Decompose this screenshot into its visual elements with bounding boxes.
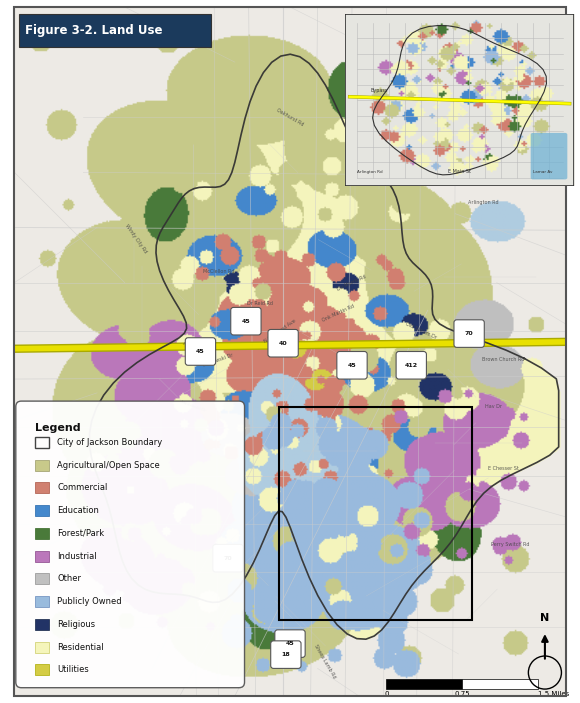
Text: Oakhurst Rd: Oakhurst Rd: [276, 108, 304, 127]
FancyBboxPatch shape: [185, 337, 216, 366]
FancyBboxPatch shape: [16, 401, 245, 688]
Text: Onk Martin Rd: Onk Martin Rd: [321, 303, 355, 323]
Text: Harlowski Dr: Harlowski Dr: [203, 352, 234, 368]
FancyBboxPatch shape: [213, 544, 243, 572]
Text: Du Morris Rd: Du Morris Rd: [336, 273, 367, 292]
Bar: [35, 596, 49, 607]
Text: Lamar Av: Lamar Av: [533, 169, 553, 174]
Text: 70: 70: [465, 331, 473, 336]
Bar: [19, 14, 212, 47]
Bar: [279, 406, 472, 620]
Text: 45: 45: [347, 363, 356, 368]
Bar: [35, 437, 49, 448]
Text: 40: 40: [279, 341, 288, 346]
FancyBboxPatch shape: [454, 320, 484, 347]
Text: E Chesser St: E Chesser St: [488, 466, 519, 471]
Text: Education: Education: [57, 506, 99, 515]
Text: Dr Reid Rd: Dr Reid Rd: [246, 301, 273, 306]
Bar: [386, 679, 462, 689]
Text: Other: Other: [57, 574, 81, 583]
FancyBboxPatch shape: [268, 330, 298, 357]
Text: Palm Rd: Palm Rd: [182, 340, 200, 357]
Text: Windy City Rd: Windy City Rd: [124, 223, 147, 254]
FancyBboxPatch shape: [271, 641, 301, 669]
Text: Utilities: Utilities: [57, 665, 89, 674]
Text: 70: 70: [224, 555, 233, 561]
Text: 1.5 Miles: 1.5 Miles: [538, 691, 569, 697]
Text: Publicly Owned: Publicly Owned: [57, 597, 122, 606]
Text: Harlowski Dr: Harlowski Dr: [180, 400, 206, 413]
Text: Perry Switch Rd: Perry Switch Rd: [491, 542, 530, 547]
Text: City of Jackson Boundary: City of Jackson Boundary: [57, 438, 162, 447]
Text: Legend: Legend: [35, 423, 81, 433]
Text: McClellon Rd: McClellon Rd: [202, 269, 234, 274]
Text: Old Siloam Dr: Old Siloam Dr: [404, 321, 437, 340]
Bar: [35, 482, 49, 494]
Bar: [462, 679, 538, 689]
Bar: [35, 505, 49, 516]
Bar: [35, 550, 49, 562]
Text: Arlington Rd: Arlington Rd: [467, 200, 498, 205]
Text: 45: 45: [196, 349, 205, 354]
FancyBboxPatch shape: [275, 630, 305, 657]
Text: 0: 0: [384, 691, 389, 697]
Text: 0.75: 0.75: [454, 691, 470, 697]
Bar: [35, 528, 49, 539]
Text: 45: 45: [285, 641, 295, 646]
FancyBboxPatch shape: [396, 352, 426, 379]
Text: Sheep Lamb Rd: Sheep Lamb Rd: [313, 643, 336, 680]
Bar: [35, 619, 49, 630]
Text: Residential: Residential: [57, 643, 104, 652]
Text: Hav Dr: Hav Dr: [485, 404, 502, 409]
Text: Arlington Rd: Arlington Rd: [357, 169, 382, 174]
Text: 412: 412: [405, 363, 418, 368]
Text: Agricultural/Open Space: Agricultural/Open Space: [57, 460, 160, 470]
FancyBboxPatch shape: [337, 352, 367, 379]
Text: Figure 3-2. Land Use: Figure 3-2. Land Use: [26, 24, 163, 37]
Text: Commercial: Commercial: [57, 484, 107, 492]
Text: N: N: [541, 613, 549, 623]
Bar: [35, 642, 49, 652]
FancyBboxPatch shape: [231, 307, 261, 335]
Bar: [35, 460, 49, 471]
Text: Industrial: Industrial: [57, 552, 97, 560]
Text: Brown Church Rd: Brown Church Rd: [483, 357, 525, 362]
Bar: [35, 574, 49, 584]
Text: N Highland Ave: N Highland Ave: [263, 318, 298, 344]
Text: E Main St: E Main St: [448, 169, 471, 174]
Text: Religious: Religious: [57, 620, 95, 628]
Text: 18: 18: [281, 652, 290, 657]
FancyBboxPatch shape: [531, 133, 567, 179]
Bar: [35, 664, 49, 676]
Text: Bypass: Bypass: [371, 88, 388, 93]
Text: 45: 45: [241, 318, 251, 323]
Text: Forest/Park: Forest/Park: [57, 529, 104, 538]
